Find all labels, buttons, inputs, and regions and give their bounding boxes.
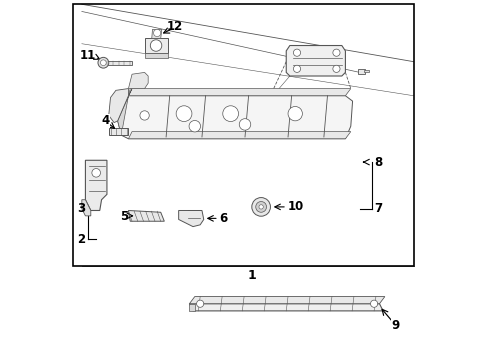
Circle shape [196,300,204,307]
Circle shape [92,168,100,177]
Circle shape [153,30,161,37]
Circle shape [239,119,251,130]
Polygon shape [128,89,351,96]
Text: 8: 8 [374,156,383,168]
Polygon shape [190,304,195,311]
Text: 9: 9 [392,319,400,332]
Polygon shape [145,39,168,53]
Text: 11: 11 [80,49,96,62]
Text: 4: 4 [101,114,109,127]
Circle shape [288,107,302,121]
Text: 3: 3 [77,202,85,215]
Circle shape [189,121,200,132]
Polygon shape [145,53,168,58]
Text: 1: 1 [248,269,257,282]
Circle shape [256,202,267,212]
Circle shape [140,111,149,120]
Circle shape [333,65,340,72]
Polygon shape [190,297,385,304]
Text: 6: 6 [220,212,228,225]
Circle shape [150,40,162,51]
Polygon shape [365,70,368,72]
Polygon shape [286,45,345,76]
Polygon shape [128,211,164,221]
Text: 5: 5 [120,211,128,224]
Text: 12: 12 [167,20,183,33]
Circle shape [370,300,378,307]
Text: 2: 2 [77,233,85,246]
Polygon shape [85,160,107,211]
Circle shape [252,198,270,216]
Circle shape [98,57,109,68]
Circle shape [100,60,106,66]
Circle shape [294,65,300,72]
Circle shape [223,106,239,122]
Polygon shape [179,211,204,226]
Polygon shape [118,96,353,139]
Polygon shape [103,61,132,64]
Circle shape [176,106,192,122]
Text: 7: 7 [374,202,383,215]
Circle shape [333,49,340,56]
Polygon shape [128,72,148,89]
Polygon shape [109,128,128,135]
Polygon shape [190,304,383,311]
Polygon shape [152,30,162,39]
Bar [73,4,414,266]
Polygon shape [128,132,351,139]
Text: 10: 10 [288,201,304,213]
Circle shape [259,205,263,209]
Polygon shape [358,69,365,74]
Circle shape [294,49,300,56]
Polygon shape [118,89,132,135]
Polygon shape [82,200,91,216]
Polygon shape [109,89,128,123]
